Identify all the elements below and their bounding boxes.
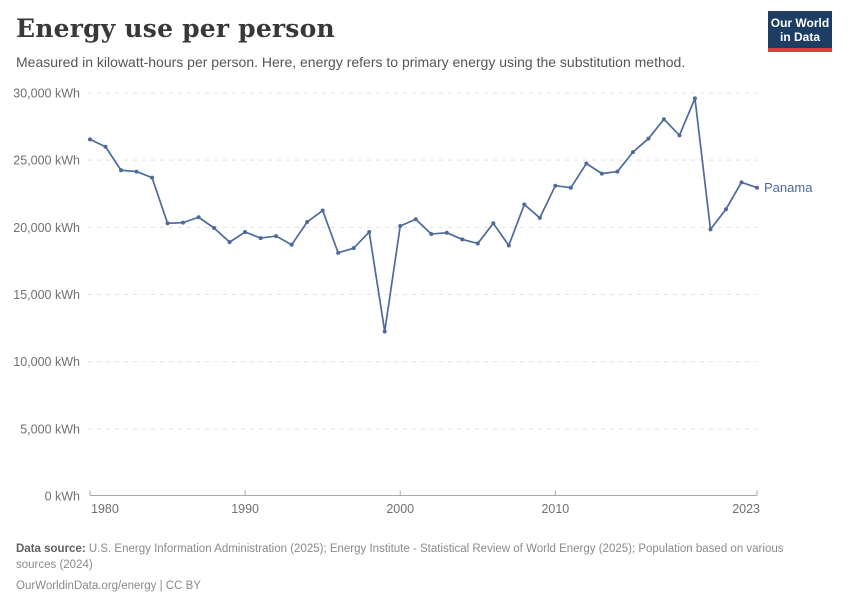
chart-subtitle: Measured in kilowatt-hours per person. H… — [16, 54, 686, 70]
y-tick-label: 10,000 kWh — [13, 355, 80, 369]
data-source-line: Data source: U.S. Energy Information Adm… — [16, 541, 811, 574]
data-point — [475, 241, 480, 246]
page-title: Energy use per person — [16, 14, 335, 43]
y-tick-label: 15,000 kWh — [13, 288, 80, 302]
data-point — [336, 250, 341, 255]
footer-license[interactable]: OurWorldinData.org/energy | CC BY — [16, 579, 201, 592]
data-point — [134, 169, 139, 174]
data-point — [630, 150, 635, 155]
x-axis — [89, 490, 758, 496]
line-panama — [89, 97, 758, 333]
data-point — [615, 169, 620, 174]
data-point — [599, 171, 604, 176]
data-point — [227, 240, 232, 245]
data-point — [506, 243, 511, 248]
data-point — [491, 221, 496, 226]
x-tick-label: 2023 — [732, 502, 760, 516]
data-point — [444, 230, 449, 235]
data-point — [351, 246, 356, 251]
x-tick-label: 2000 — [386, 502, 414, 516]
data-point — [274, 234, 279, 239]
data-point — [398, 223, 403, 228]
data-point — [289, 242, 294, 247]
y-axis-labels: 0 kWh 5,000 kWh 10,000 kWh 15,000 kWh 20,000… — [13, 87, 80, 504]
data-point — [568, 185, 573, 190]
data-point — [537, 215, 542, 220]
data-point — [367, 230, 372, 235]
data-point — [181, 220, 186, 225]
series-panama[interactable]: Panama — [88, 96, 813, 334]
data-point — [661, 117, 666, 122]
data-point — [584, 161, 589, 166]
data-point — [646, 136, 651, 141]
y-tick-label: 0 kWh — [45, 490, 80, 504]
data-point — [413, 217, 418, 222]
data-point — [677, 133, 682, 138]
x-axis-labels: 1980 1990 2000 2010 2023 — [91, 502, 760, 516]
data-point — [305, 219, 310, 224]
data-point — [708, 227, 713, 232]
data-point — [212, 226, 217, 231]
data-point — [723, 207, 728, 212]
y-tick-label: 30,000 kWh — [13, 87, 80, 101]
y-tick-label: 5,000 kWh — [20, 422, 80, 436]
data-source-label: Data source: — [16, 542, 86, 555]
data-point — [165, 221, 170, 226]
data-point — [460, 237, 465, 242]
x-tick-label: 1990 — [231, 502, 259, 516]
owid-logo[interactable]: Our World in Data — [768, 11, 832, 52]
x-tick-label: 1980 — [91, 502, 119, 516]
gridlines — [88, 92, 757, 430]
data-point — [103, 144, 108, 149]
y-tick-label: 25,000 kWh — [13, 154, 80, 168]
series-end-label: Panama — [764, 180, 813, 195]
data-point — [429, 232, 434, 237]
data-point — [553, 183, 558, 188]
owid-logo-line2: in Data — [779, 29, 820, 44]
data-point — [739, 180, 744, 185]
x-tick-label: 2010 — [541, 502, 569, 516]
data-source-text: U.S. Energy Information Administration (… — [16, 542, 784, 572]
data-point — [320, 208, 325, 213]
data-point — [196, 215, 201, 220]
owid-logo-line1: Our World — [770, 15, 830, 30]
data-point — [119, 168, 124, 173]
data-point — [755, 185, 759, 190]
y-tick-label: 20,000 kWh — [13, 221, 80, 235]
data-point — [243, 230, 248, 235]
data-point — [382, 329, 387, 334]
data-point — [258, 236, 263, 241]
data-point — [88, 137, 92, 142]
data-point — [522, 202, 527, 207]
data-point — [150, 175, 155, 180]
data-point — [692, 96, 697, 101]
